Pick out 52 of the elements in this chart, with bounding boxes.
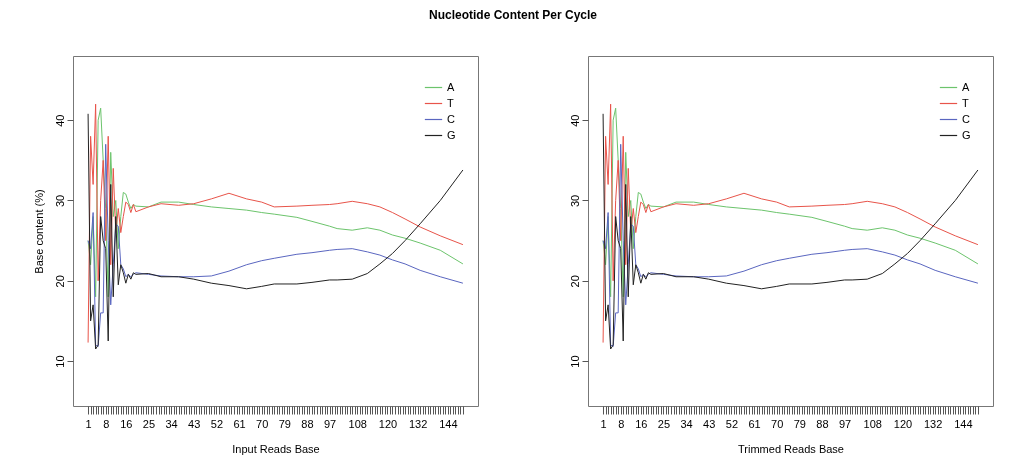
y-tick-label: 40 <box>568 114 581 127</box>
y-tick-label: 30 <box>53 194 66 208</box>
x-tick-label: 88 <box>301 417 314 430</box>
x-tick-label: 8 <box>618 417 625 430</box>
y-axis-title: Base content (%) <box>32 189 45 274</box>
x-tick-label: 108 <box>863 417 882 430</box>
x-tick-label: 70 <box>771 417 784 430</box>
x-axis-title: Trimmed Reads Base <box>738 442 844 455</box>
x-tick-label: 52 <box>725 417 739 430</box>
legend-label: A <box>962 80 970 93</box>
y-tick-label: 40 <box>53 114 66 127</box>
legend-label: G <box>962 128 971 141</box>
x-axis-title: Input Reads Base <box>232 442 320 455</box>
x-tick-label: 52 <box>210 417 224 430</box>
legend-label: C <box>962 112 970 125</box>
legend-label: A <box>447 80 455 93</box>
text: Nucleotide Content Per Cycle <box>428 7 598 22</box>
x-tick-label: 144 <box>954 417 973 430</box>
x-tick-label: 1 <box>85 417 92 430</box>
x-tick-label: 144 <box>439 417 458 430</box>
legend-label: T <box>447 96 454 109</box>
x-tick-label: 1 <box>600 417 607 430</box>
x-tick-label: 8 <box>103 417 110 430</box>
x-tick-label: 132 <box>923 417 943 430</box>
x-tick-label: 79 <box>278 417 291 430</box>
x-tick-label: 43 <box>703 417 716 430</box>
y-tick-label: 20 <box>53 275 66 288</box>
y-tick-label: 10 <box>568 355 581 368</box>
x-tick-label: 34 <box>680 417 693 430</box>
x-tick-label: 61 <box>748 417 761 430</box>
x-tick-label: 108 <box>348 417 367 430</box>
x-tick-label: 70 <box>256 417 269 430</box>
legend-label: T <box>962 96 969 109</box>
x-tick-label: 34 <box>165 417 178 430</box>
x-tick-label: 16 <box>635 417 648 430</box>
y-tick-label: 20 <box>568 275 581 288</box>
x-tick-label: 120 <box>893 417 913 430</box>
x-tick-label: 120 <box>378 417 398 430</box>
x-tick-label: 16 <box>120 417 133 430</box>
x-tick-label: 132 <box>408 417 428 430</box>
y-tick-label: 30 <box>568 194 581 208</box>
y-tick-label: 10 <box>53 355 66 368</box>
legend-label: C <box>447 112 455 125</box>
x-tick-label: 79 <box>793 417 806 430</box>
legend-label: G <box>447 128 456 141</box>
x-tick-label: 25 <box>657 417 671 430</box>
x-tick-label: 88 <box>816 417 829 430</box>
x-tick-label: 97 <box>323 417 337 430</box>
x-tick-label: 61 <box>233 417 246 430</box>
x-tick-label: 97 <box>838 417 852 430</box>
x-tick-label: 25 <box>142 417 156 430</box>
x-tick-label: 43 <box>188 417 201 430</box>
